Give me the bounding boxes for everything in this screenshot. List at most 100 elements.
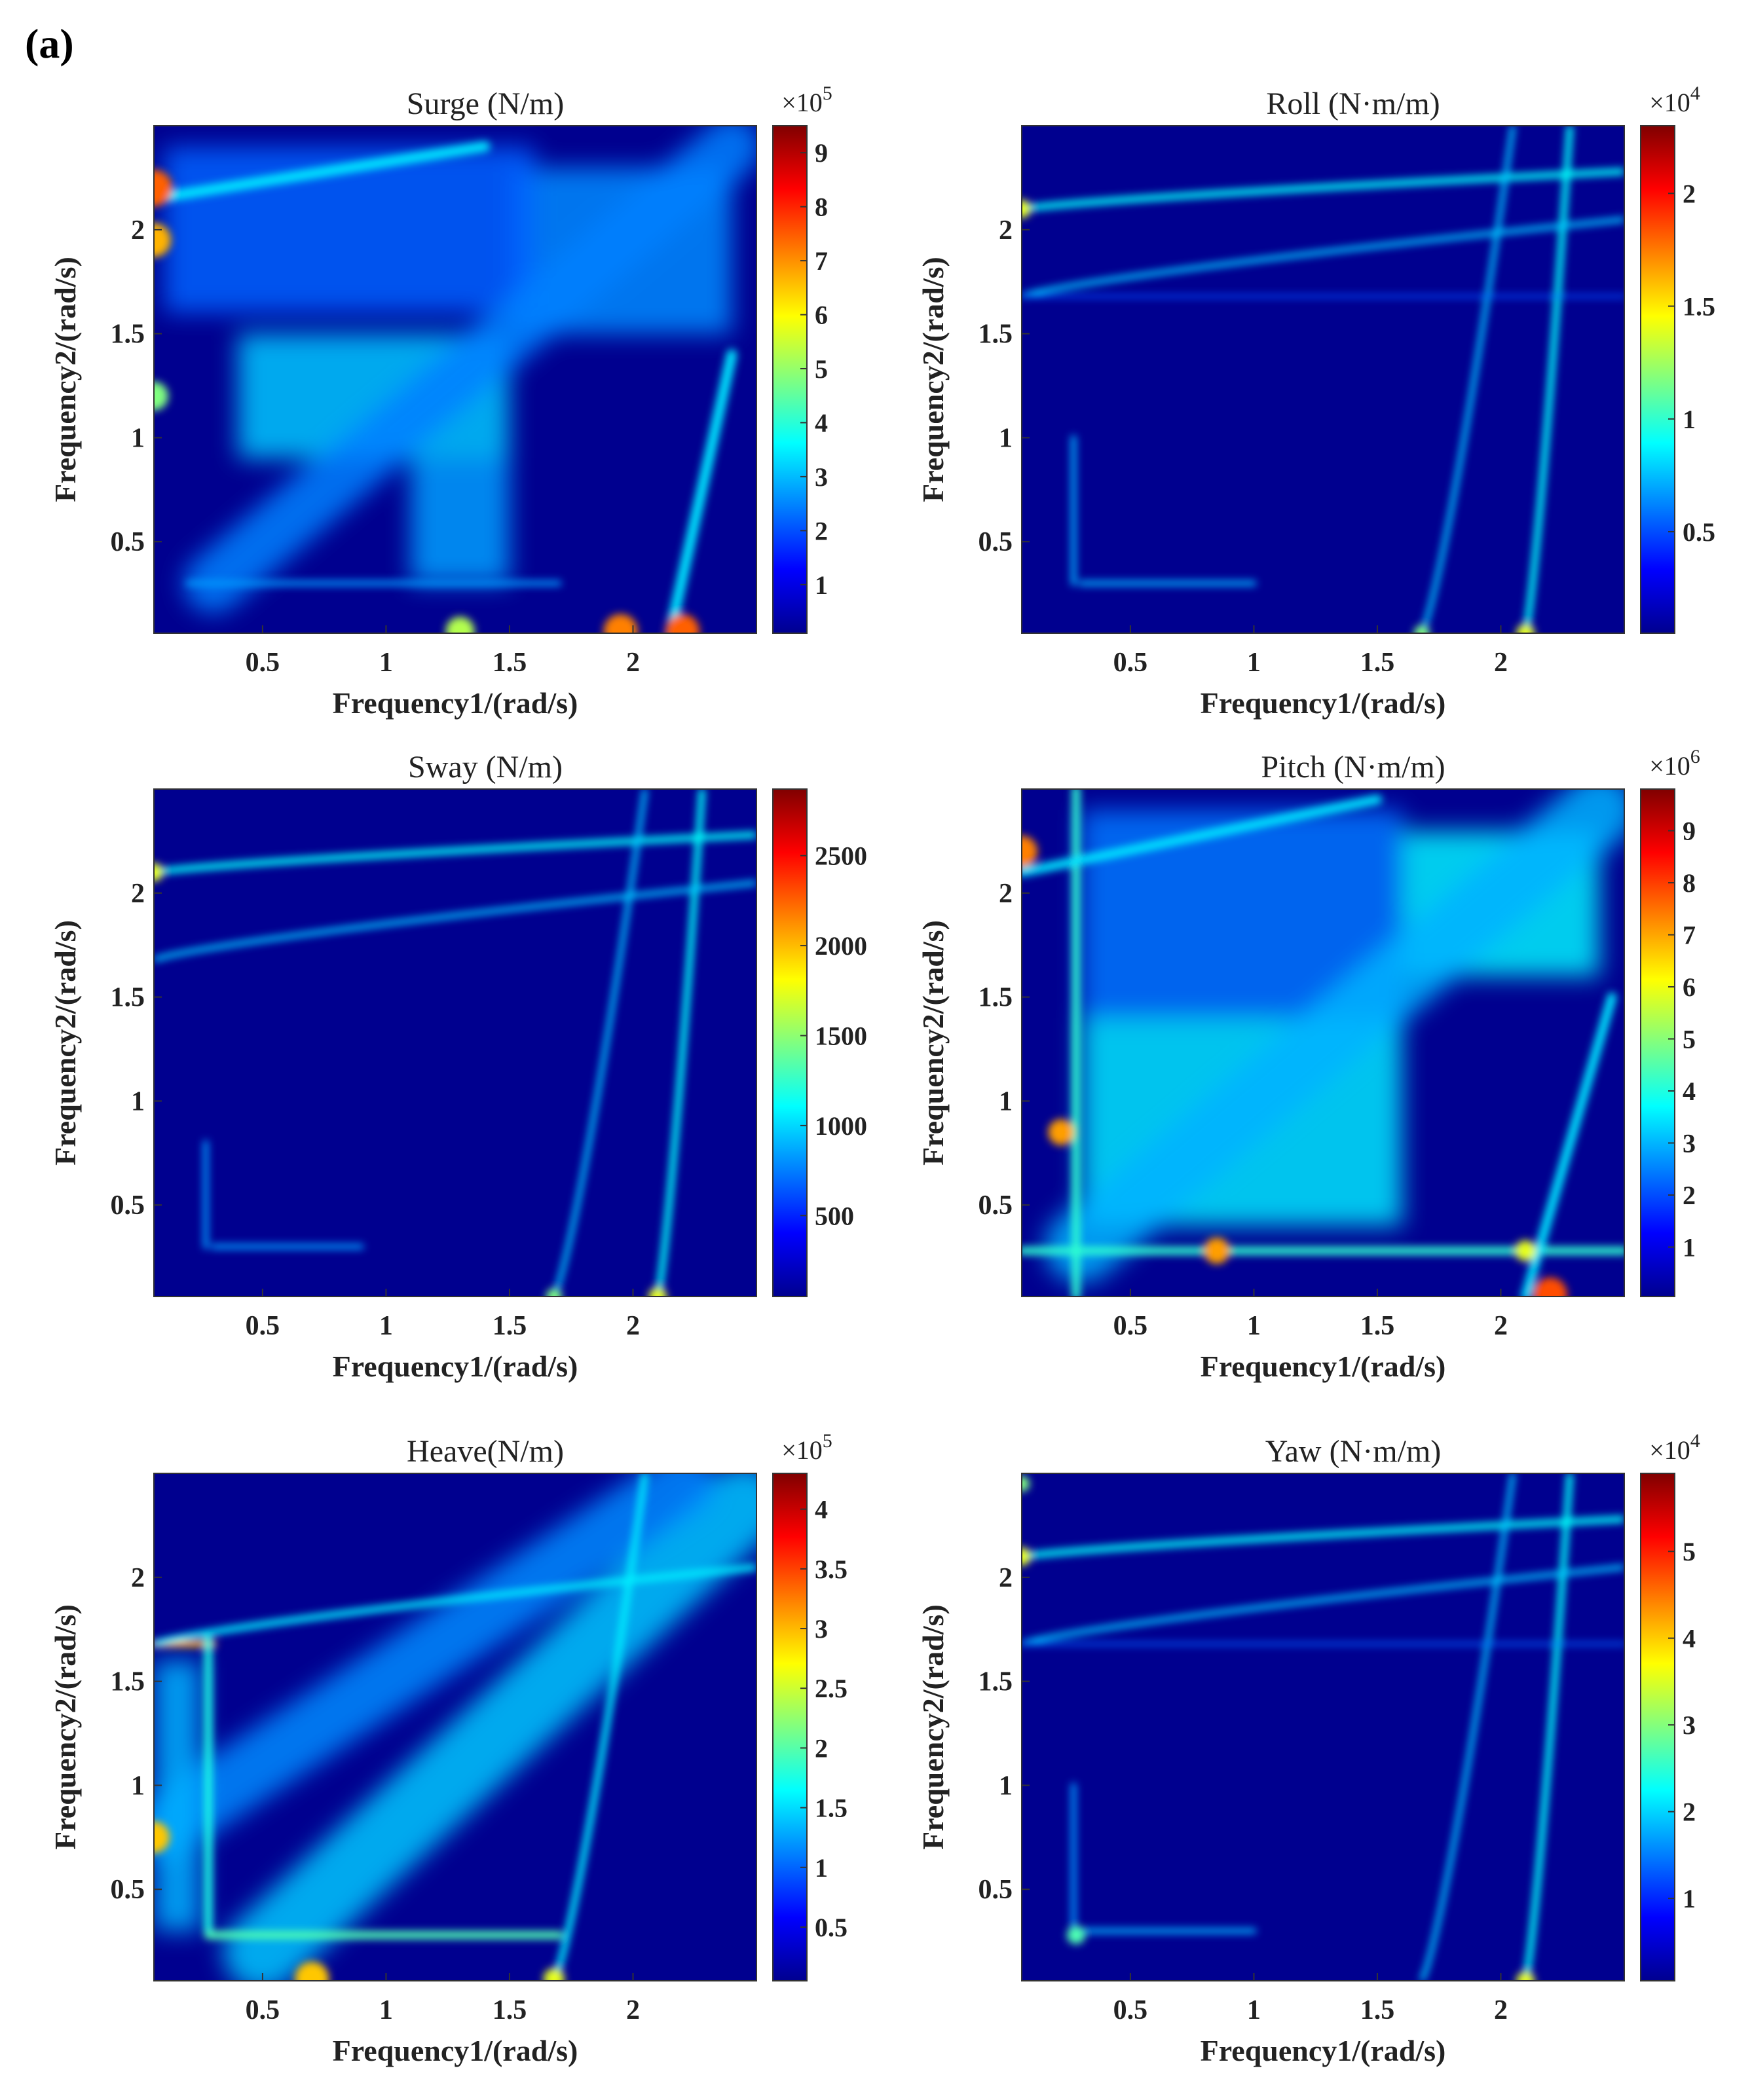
heatmap-field bbox=[154, 789, 756, 1297]
heatmap-panel: Roll (N·m/m) 0.5 1 1.5 2 0.5 1 1.5 2 Frequency1/(… bbox=[916, 83, 1715, 720]
y-axis-label: Frequency2/(rad/s) bbox=[48, 920, 82, 1166]
y-tick-label: 1 bbox=[131, 1086, 145, 1116]
colorbar-tick-label: 500 bbox=[815, 1201, 854, 1230]
heatmap-ridge bbox=[1419, 126, 1516, 633]
colorbar: 0.5 1 1.5 2 2.5 3 3.5 4 ×105 bbox=[772, 1430, 848, 1981]
heatmap-peak bbox=[1048, 1119, 1075, 1146]
colorbar-tick-label: 8 bbox=[815, 193, 828, 222]
colorbar: 1 2 3 4 5 6 7 8 9 ×105 bbox=[772, 83, 832, 634]
x-axis-label: Frequency1/(rad/s) bbox=[333, 1350, 578, 1383]
heatmap-peak bbox=[1515, 1240, 1537, 1262]
y-tick-label: 1.5 bbox=[111, 983, 145, 1013]
axes-frame bbox=[1021, 1473, 1625, 1981]
x-tick-label: 2 bbox=[1494, 1995, 1508, 2025]
heatmap-peak bbox=[665, 614, 699, 633]
heatmap-ridge bbox=[154, 1473, 715, 1860]
heatmap-peak bbox=[154, 381, 168, 411]
heatmap-field bbox=[1022, 1473, 1624, 1981]
heatmap-ridge bbox=[1022, 794, 1382, 877]
x-tick-label: 1.5 bbox=[1360, 1311, 1395, 1341]
colorbar-tick-label: 2 bbox=[815, 516, 828, 545]
x-tick-label: 0.5 bbox=[1113, 648, 1148, 678]
colorbar-tick-label: 4 bbox=[1683, 1077, 1696, 1106]
x-tick-label: 2 bbox=[1494, 1311, 1508, 1341]
colorbar-tick-label: 1.5 bbox=[815, 1794, 848, 1823]
colorbar-tick-label: 0.5 bbox=[815, 1913, 848, 1942]
heatmap-peak bbox=[603, 614, 638, 633]
y-tick-label: 1 bbox=[131, 423, 145, 453]
x-tick-label: 0.5 bbox=[246, 648, 280, 678]
colorbar-exponent: ×105 bbox=[781, 83, 832, 117]
colorbar-tick-label: 3 bbox=[1683, 1710, 1696, 1740]
y-tick-label: 2 bbox=[131, 879, 145, 909]
colorbar-gradient bbox=[772, 125, 808, 634]
y-tick-label: 0.5 bbox=[979, 1190, 1013, 1221]
x-tick-label: 0.5 bbox=[1113, 1311, 1148, 1341]
colorbar-tick-label: 1 bbox=[1683, 1884, 1696, 1913]
colorbar: 1 2 3 4 5 6 7 8 9 ×106 bbox=[1640, 746, 1700, 1297]
heatmap-field bbox=[154, 126, 756, 633]
x-tick-label: 1.5 bbox=[1360, 1995, 1395, 2025]
colorbar-tick-label: 2 bbox=[1683, 179, 1696, 208]
y-axis-label: Frequency2/(rad/s) bbox=[916, 257, 950, 502]
colorbar-tick-label: 3 bbox=[815, 462, 828, 492]
heatmap-ridge bbox=[1022, 217, 1624, 299]
colorbar-tick-label: 4 bbox=[815, 1495, 828, 1524]
heatmap-ridge bbox=[1022, 1564, 1624, 1647]
heatmap-panel: Sway (N/m) 0.5 1 1.5 2 0.5 1 1.5 2 Frequency1/(ra… bbox=[48, 750, 867, 1383]
colorbar-exponent: ×106 bbox=[1649, 746, 1700, 781]
colorbar-tick-label: 1500 bbox=[815, 1022, 867, 1051]
colorbar-tick-label: 9 bbox=[815, 138, 828, 168]
colorbar-tick-label: 0.5 bbox=[1683, 517, 1715, 547]
x-tick-label: 0.5 bbox=[1113, 1995, 1148, 2025]
chart-title: Surge (N/m) bbox=[407, 86, 564, 121]
x-axis-label: Frequency1/(rad/s) bbox=[1201, 1350, 1446, 1383]
heatmap-peak bbox=[1516, 1972, 1535, 1981]
heatmap-ridge bbox=[1045, 789, 1624, 1283]
plot-area bbox=[1022, 126, 1624, 633]
x-tick-label: 1 bbox=[1247, 1995, 1261, 2025]
y-tick-label: 0.5 bbox=[111, 1190, 145, 1221]
colorbar-tick-label: 6 bbox=[815, 301, 828, 330]
heatmap-ridge bbox=[665, 349, 737, 633]
y-tick-label: 1.5 bbox=[979, 1667, 1013, 1697]
colorbar-exponent: ×104 bbox=[1649, 1430, 1700, 1465]
y-axis-label: Frequency2/(rad/s) bbox=[916, 1604, 950, 1850]
y-tick-label: 1.5 bbox=[979, 983, 1013, 1013]
colorbar-gradient bbox=[1640, 788, 1675, 1297]
colorbar-tick-label: 9 bbox=[1683, 817, 1696, 846]
colorbar-tick-label: 5 bbox=[1683, 1025, 1696, 1054]
chart-title: Roll (N·m/m) bbox=[1266, 86, 1440, 121]
x-axis-label: Frequency1/(rad/s) bbox=[333, 2034, 578, 2067]
y-tick-label: 1 bbox=[999, 1086, 1013, 1116]
heatmap-field bbox=[1022, 126, 1624, 633]
heatmap-panel: Surge (N/m) 0.5 1 1.5 2 0.5 1 1.5 2 Frequency1/(r… bbox=[48, 83, 832, 720]
heatmap-ridge bbox=[154, 1564, 756, 1648]
heatmap-peak bbox=[295, 1961, 329, 1981]
colorbar-exponent: ×104 bbox=[1649, 83, 1700, 117]
heatmap-ridge bbox=[1022, 1515, 1624, 1560]
colorbar-tick-label: 5 bbox=[1683, 1537, 1696, 1566]
heatmap-ridge bbox=[654, 789, 706, 1297]
colorbar-gradient bbox=[772, 1473, 808, 1981]
heatmap-ridge bbox=[1022, 168, 1624, 213]
chart-title: Yaw (N·m/m) bbox=[1265, 1434, 1441, 1469]
x-tick-label: 1.5 bbox=[493, 1995, 527, 2025]
heatmap-peak bbox=[154, 1821, 170, 1853]
colorbar-tick-label: 2 bbox=[1683, 1181, 1696, 1210]
y-tick-label: 2 bbox=[999, 1563, 1013, 1593]
axes-frame bbox=[1021, 125, 1625, 634]
x-tick-label: 1 bbox=[379, 1995, 393, 2025]
colorbar-tick-label: 2.5 bbox=[815, 1674, 848, 1703]
axes-frame bbox=[153, 1473, 757, 1981]
y-tick-label: 1 bbox=[999, 423, 1013, 453]
colorbar-tick-label: 2000 bbox=[815, 931, 867, 961]
heatmap-ridge bbox=[551, 1473, 648, 1981]
heatmap-peak bbox=[154, 170, 172, 207]
heatmap-ridge bbox=[183, 126, 756, 613]
y-tick-label: 1 bbox=[131, 1771, 145, 1801]
heatmap-ridge bbox=[154, 880, 756, 963]
heatmap-panel: Heave(N/m) 0.5 1 1.5 2 0.5 1 1.5 2 Frequency1/(ra… bbox=[48, 1430, 848, 2067]
colorbar-tick-label: 4 bbox=[1683, 1624, 1696, 1653]
